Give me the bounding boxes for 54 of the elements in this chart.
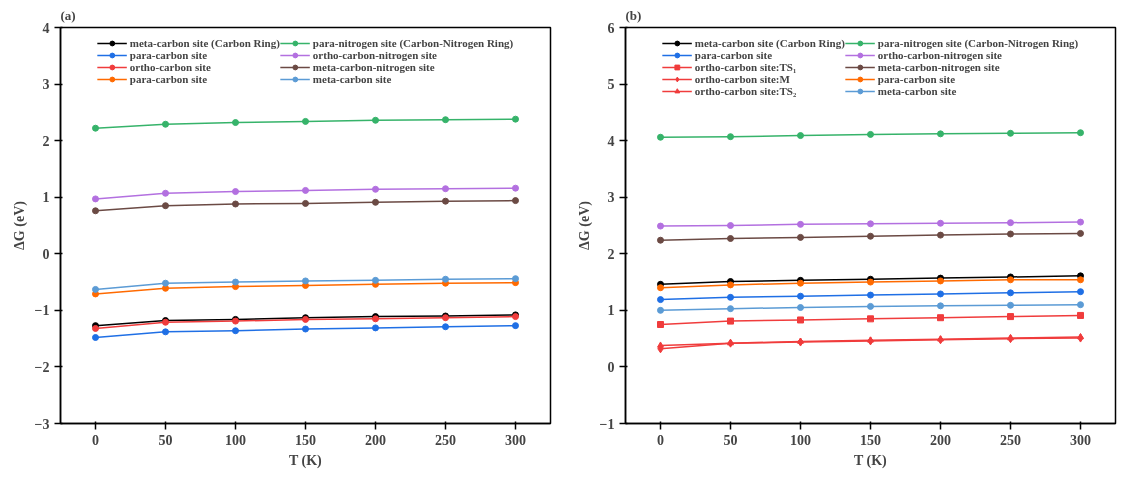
x-tick-label: 100 [790,432,811,448]
y-tick-label: 1 [42,190,50,206]
y-tick-label: 0 [42,246,50,262]
y-tick-label: 4 [607,133,615,149]
x-tick-label: 250 [1000,432,1021,448]
x-tick-label: 200 [365,432,386,448]
y-tick-label: 0 [607,359,615,375]
chart-title: (a) [60,7,76,23]
x-tick-label: 50 [723,432,738,448]
x-tick-label: 200 [930,432,951,448]
legend-label: meta-carbon-nitrogen site [312,61,435,73]
legend-label: ortho-carbon site:TS₂ [694,85,797,97]
y-axis-title: ΔG (eV) [11,200,28,250]
y-tick-label: 3 [607,190,615,206]
chart-title: (b) [625,7,642,23]
y-axis-title: ΔG (eV) [576,200,593,250]
legend-label: ortho-carbon-nitrogen site [312,49,437,61]
legend-label: meta-carbon site [877,85,957,97]
legend-label: para-carbon site [129,49,208,61]
y-tick-label: −1 [599,416,615,432]
x-tick-label: 0 [92,432,99,448]
x-axis-title: T (K) [288,452,323,469]
x-tick-label: 0 [657,432,664,448]
legend-label: ortho-carbon site:TS₁ [694,61,797,73]
y-tick-label: −2 [34,359,50,375]
x-tick-label: 150 [295,432,316,448]
legend-label: para-carbon site [129,73,208,85]
y-tick-label: 2 [607,246,615,262]
y-tick-label: −3 [34,416,50,432]
legend-label: meta-carbon site (Carbon Ring) [694,37,845,49]
legend-label: meta-carbon-nitrogen site [877,61,1000,73]
y-tick-label: 1 [607,303,615,319]
y-tick-label: 5 [607,77,615,93]
legend-label: meta-carbon site (Carbon Ring) [129,37,280,49]
x-tick-label: 250 [435,432,456,448]
legend-label: ortho-carbon site [129,61,211,73]
y-tick-label: 2 [42,133,50,149]
x-tick-label: 50 [158,432,173,448]
legend-label: para-nitrogen site (Carbon-Nitrogen Ring) [312,37,514,49]
y-tick-label: 6 [607,20,615,36]
legend-label: para-nitrogen site (Carbon-Nitrogen Ring) [877,37,1079,49]
y-tick-label: 4 [42,20,50,36]
x-tick-label: 100 [225,432,246,448]
legend-label: ortho-carbon-nitrogen site [877,49,1002,61]
y-tick-label: −1 [34,303,50,319]
legend-label: para-carbon site [877,73,956,85]
x-tick-label: 150 [860,432,881,448]
legend-label: para-carbon site [694,49,773,61]
x-tick-label: 300 [505,432,526,448]
x-tick-label: 300 [1070,432,1091,448]
y-tick-label: 3 [42,77,50,93]
legend-label: meta-carbon site [312,73,392,85]
x-axis-title: T (K) [853,452,888,469]
legend-label: ortho-carbon site:M [694,73,790,85]
